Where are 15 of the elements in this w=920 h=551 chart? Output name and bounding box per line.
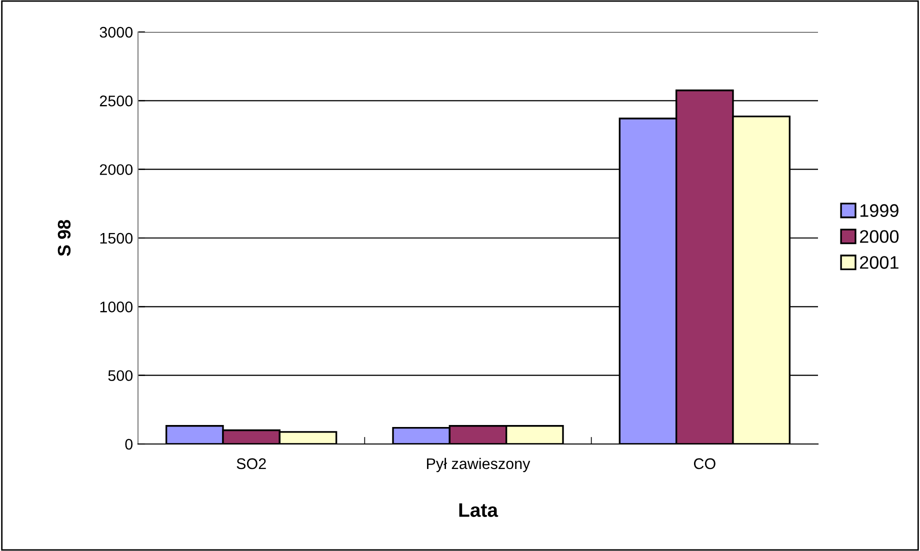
x-axis-title: Lata — [459, 503, 498, 517]
x-tick-label: SO2 — [236, 458, 266, 470]
legend-label: 2001 — [860, 256, 898, 269]
y-tick-label: 2500 — [100, 96, 133, 106]
y-tick-label: 0 — [125, 438, 133, 450]
y-axis-title: S 98 — [58, 220, 71, 256]
x-tick-label: Pył zawieszony — [427, 458, 530, 472]
legend-label: 2000 — [860, 230, 899, 243]
legend-label: 1999 — [860, 204, 898, 217]
y-tick-label: 3000 — [100, 26, 133, 38]
y-tick-label: 1500 — [100, 232, 133, 244]
x-tick-label: CO — [694, 458, 716, 470]
y-tick-label: 1000 — [100, 302, 133, 312]
y-tick-label: 500 — [108, 370, 133, 382]
y-tick-label: 2000 — [100, 164, 133, 176]
